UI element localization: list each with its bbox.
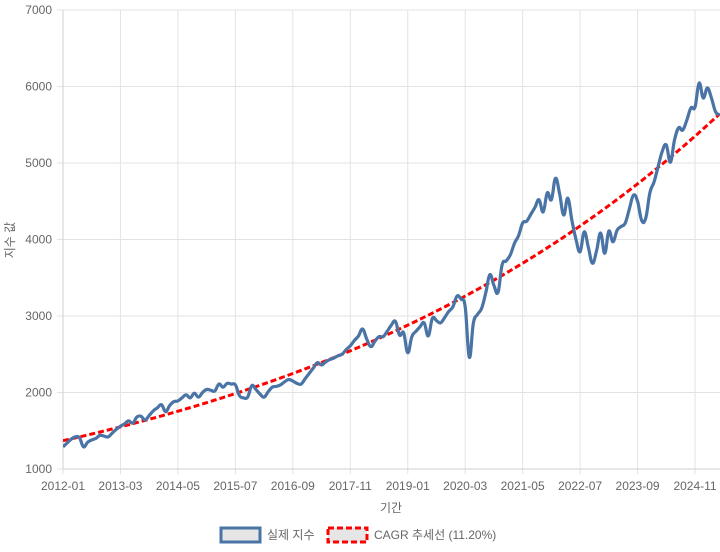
y-tick-label: 3000 bbox=[25, 309, 52, 323]
x-axis-ticks: 2012-01 2013-03 2014-05 2015-07 2016-09 2017-… bbox=[41, 479, 717, 493]
y-tick-label: 5000 bbox=[25, 156, 52, 170]
y-tick-label: 6000 bbox=[25, 80, 52, 94]
x-tick-label: 2019-01 bbox=[386, 479, 430, 493]
series-cagr-trend-line bbox=[63, 112, 720, 443]
x-tick-label: 2012-01 bbox=[41, 479, 85, 493]
series-actual-index-line bbox=[63, 81, 720, 449]
legend-label-actual: 실제 지수 bbox=[267, 528, 315, 542]
legend-label-cagr: CAGR 추세선 (11.20%) bbox=[374, 528, 496, 542]
legend-swatch-cagr bbox=[326, 526, 369, 544]
x-tick-label: 2024-11 bbox=[673, 479, 716, 493]
x-tick-label: 2015-07 bbox=[213, 479, 257, 493]
x-tick-label: 2020-03 bbox=[443, 479, 487, 493]
x-tick-label: 2013-03 bbox=[98, 479, 142, 493]
x-tick-label: 2022-07 bbox=[558, 479, 602, 493]
x-tick-label: 2023-09 bbox=[616, 479, 660, 493]
y-tick-label: 2000 bbox=[25, 386, 52, 400]
grid bbox=[57, 9, 720, 474]
x-tick-label: 2021-05 bbox=[501, 479, 545, 493]
x-tick-label: 2016-09 bbox=[271, 479, 315, 493]
x-axis-title: 기간 bbox=[380, 501, 402, 515]
y-tick-label: 4000 bbox=[25, 233, 52, 247]
x-tick-label: 2014-05 bbox=[156, 479, 200, 493]
y-axis-ticks: 1000 2000 3000 4000 5000 6000 7000 bbox=[25, 3, 52, 476]
x-tick-label: 2017-11 bbox=[329, 479, 372, 493]
legend-item-cagr[interactable]: CAGR 추세선 (11.20%) bbox=[326, 526, 496, 544]
legend: 실제 지수 CAGR 추세선 (11.20%) bbox=[219, 526, 496, 544]
legend-item-actual[interactable]: 실제 지수 bbox=[219, 526, 315, 544]
y-tick-label: 1000 bbox=[25, 462, 52, 476]
legend-swatch-actual bbox=[219, 526, 262, 544]
y-axis-title: 지수 값 bbox=[3, 222, 17, 258]
y-tick-label: 7000 bbox=[25, 3, 52, 17]
